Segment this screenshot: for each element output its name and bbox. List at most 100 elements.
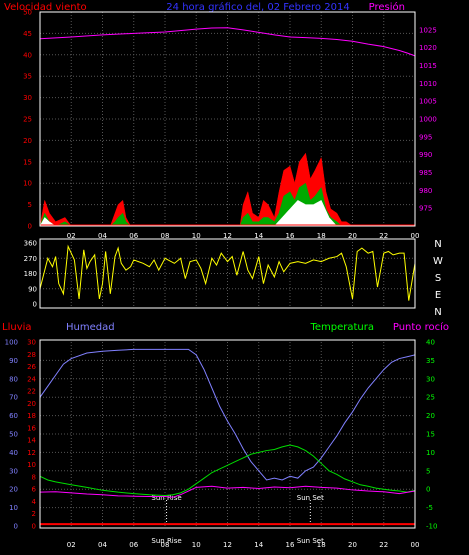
humidity-y-tick: 0: [14, 523, 18, 531]
direction-line: [39, 244, 416, 301]
humidity-x-tick: 08: [161, 541, 170, 549]
wind-y-tick: 10: [23, 180, 32, 188]
direction-y-tick: 180: [24, 270, 37, 278]
humidity-x-tick: 06: [129, 541, 138, 549]
wind-y-tick: 45: [23, 30, 32, 38]
wind-speed-label: Velocidad viento: [4, 2, 87, 13]
direction-y-tick: 270: [24, 255, 37, 263]
humidity-y-tick: 80: [9, 375, 18, 383]
humidity-x-tick: 10: [192, 541, 201, 549]
pressure-y-tick: 995: [419, 133, 432, 141]
pressure-y-tick: 985: [419, 169, 432, 177]
sun-set-time: Sun Set: [297, 537, 324, 545]
temp-line: [39, 444, 416, 496]
pressure-y-tick: 990: [419, 151, 432, 159]
wind-y-tick: 25: [23, 116, 32, 124]
wind-y-axis-left: 0 5 10 15 20 25 30 35 40 45 50: [23, 9, 32, 231]
pressure-label: Presión: [369, 1, 405, 13]
compass-letter: S: [435, 273, 441, 284]
humidity-x-tick: 20: [348, 541, 357, 549]
rain-y-tick: 26: [27, 363, 36, 371]
wind-x-tick: 02: [67, 232, 76, 240]
rain-y-tick: 20: [27, 400, 36, 408]
temperature-y-tick: 35: [426, 357, 435, 365]
wind-x-tick: 08: [161, 232, 170, 240]
pressure-y-tick: 1015: [419, 62, 437, 70]
pressure-y-tick: 1020: [419, 44, 437, 52]
direction-y-tick: 90: [28, 285, 37, 293]
humidity-y-tick: 20: [9, 486, 18, 494]
dew-line: [39, 485, 416, 498]
temperature-y-tick: 30: [426, 375, 435, 383]
humidity-y-tick: 70: [9, 394, 18, 402]
temperature-y-tick: 20: [426, 412, 435, 420]
wind-x-tick: 22: [379, 232, 388, 240]
humidity-y-tick: 40: [9, 449, 18, 457]
temperature-y-axis: -10 -5 0 5 10 15 20 25 30 35 40: [426, 339, 437, 531]
temperature-y-tick: 40: [426, 339, 435, 347]
temperature-y-tick: 0: [426, 486, 430, 494]
direction-y-axis: 0 90 180 270 360: [24, 240, 37, 309]
sun-markers: Sun Rise Sun Rise Sun Set Sun Set: [151, 494, 324, 545]
humidity-y-tick: 60: [9, 412, 18, 420]
humidity-x-tick: 12: [223, 541, 232, 549]
rain-y-tick: 24: [27, 375, 36, 383]
humidity-y-tick: 10: [9, 504, 18, 512]
sun-rise-time: Sun Rise: [151, 537, 181, 545]
wind-x-tick: 16: [286, 232, 295, 240]
pressure-y-tick: 975: [419, 205, 432, 213]
wind-y-tick: 50: [23, 9, 32, 17]
wind-y-tick: 30: [23, 94, 32, 102]
humidity-y-tick: 30: [9, 467, 18, 475]
temperature-y-tick: 25: [426, 394, 435, 402]
humidity-x-tick: 14: [254, 541, 263, 549]
humidity-y-tick: 90: [9, 357, 18, 365]
sun-set-label: Sun Set: [297, 494, 324, 502]
humidity-y-axis: 0 10 20 30 40 50 60 70 80 90 100: [5, 339, 18, 531]
rain-y-tick: 2: [32, 510, 36, 518]
rain-y-tick: 22: [27, 388, 36, 396]
wind-x-tick: 14: [254, 232, 263, 240]
wind-x-tick: 04: [98, 232, 107, 240]
compass-letter: N: [434, 239, 441, 250]
pressure-y-tick: 980: [419, 187, 432, 195]
chart-title: 24 hora gráfico del, 02 Febrero 2014: [166, 1, 349, 13]
humidity-x-tick: 16: [286, 541, 295, 549]
compass-letter: N: [434, 307, 441, 318]
wind-y-tick: 0: [28, 223, 32, 231]
humidity-series: [39, 348, 416, 526]
rain-y-tick: 10: [27, 461, 36, 469]
rain-y-tick: 8: [32, 473, 36, 481]
wind-x-tick: 12: [223, 232, 232, 240]
direction-y-tick: 360: [24, 240, 37, 248]
wind-x-axis: 02 04 06 08 10 12 14 16 18 20 22 00: [67, 232, 420, 240]
wind-x-tick: 20: [348, 232, 357, 240]
temperature-y-tick: 5: [426, 467, 430, 475]
humidity-x-tick: 22: [379, 541, 388, 549]
wind-x-tick: 00: [411, 232, 420, 240]
humidity-y-tick: 100: [5, 339, 18, 347]
pressure-y-axis-right: 975 980 985 990 995 1000 1005 1010 1015 1020 1025: [419, 26, 437, 212]
pressure-line: [39, 27, 416, 57]
rain-y-tick: 4: [32, 498, 37, 506]
pressure-y-tick: 1010: [419, 80, 437, 88]
compass-letter: W: [433, 256, 443, 267]
rain-y-tick: 18: [27, 412, 36, 420]
humidity-y-tick: 50: [9, 431, 18, 439]
pressure-y-tick: 1005: [419, 98, 437, 106]
humidity-x-tick: 04: [98, 541, 107, 549]
rain-y-tick: 28: [27, 351, 36, 359]
rain-y-tick: 14: [27, 437, 36, 445]
wind-x-tick: 18: [317, 232, 326, 240]
direction-series: [39, 244, 416, 301]
sun-rise-label: Sun Rise: [151, 494, 181, 502]
temperature-y-tick: 10: [426, 449, 435, 457]
wind-y-tick: 20: [23, 137, 32, 145]
wind-avg-area: [39, 199, 415, 227]
humidity-chart-frame: [39, 339, 416, 529]
